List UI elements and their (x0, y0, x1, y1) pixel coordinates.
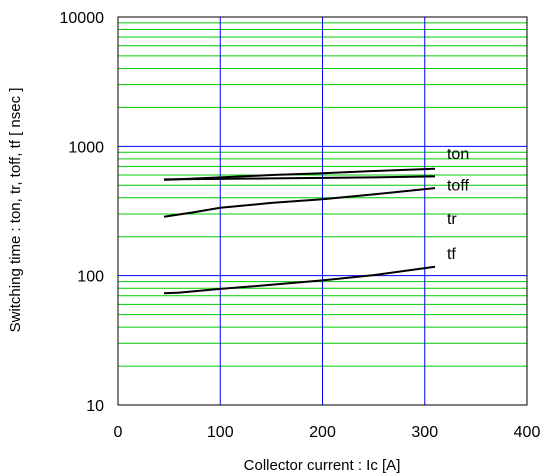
series-labels: ton toff tr tf (447, 146, 470, 263)
series-label-toff: toff (447, 177, 470, 194)
series-label-tf: tf (447, 246, 456, 263)
series-line-tr (163, 187, 436, 218)
series-label-ton: ton (447, 146, 469, 163)
plot-frame (117, 16, 528, 406)
x-tick-label: 100 (207, 424, 234, 441)
x-tick-label: 200 (309, 424, 336, 441)
x-axis-tick-labels: 0 100 200 300 400 (114, 424, 541, 441)
x-tick-label: 400 (514, 424, 541, 441)
series-lines (163, 167, 436, 295)
x-tick-label: 0 (114, 424, 123, 441)
y-tick-label: 100 (77, 269, 104, 286)
grid-lines (117, 16, 528, 406)
series-line-tf (163, 265, 436, 295)
x-tick-label: 300 (411, 424, 438, 441)
x-axis-label: Collector current : Ic [A] (244, 457, 401, 474)
y-axis-label: Switching time : ton, tr, toff, tf [ nse… (7, 88, 24, 333)
series-line-ton (163, 167, 436, 181)
y-tick-label: 10 (86, 398, 104, 415)
y-axis-tick-labels: 10 100 1000 10000 (60, 10, 105, 415)
series-label-tr: tr (447, 211, 457, 228)
series-line-toff (163, 175, 436, 181)
y-tick-label: 1000 (68, 139, 104, 156)
y-tick-label: 10000 (60, 10, 105, 27)
